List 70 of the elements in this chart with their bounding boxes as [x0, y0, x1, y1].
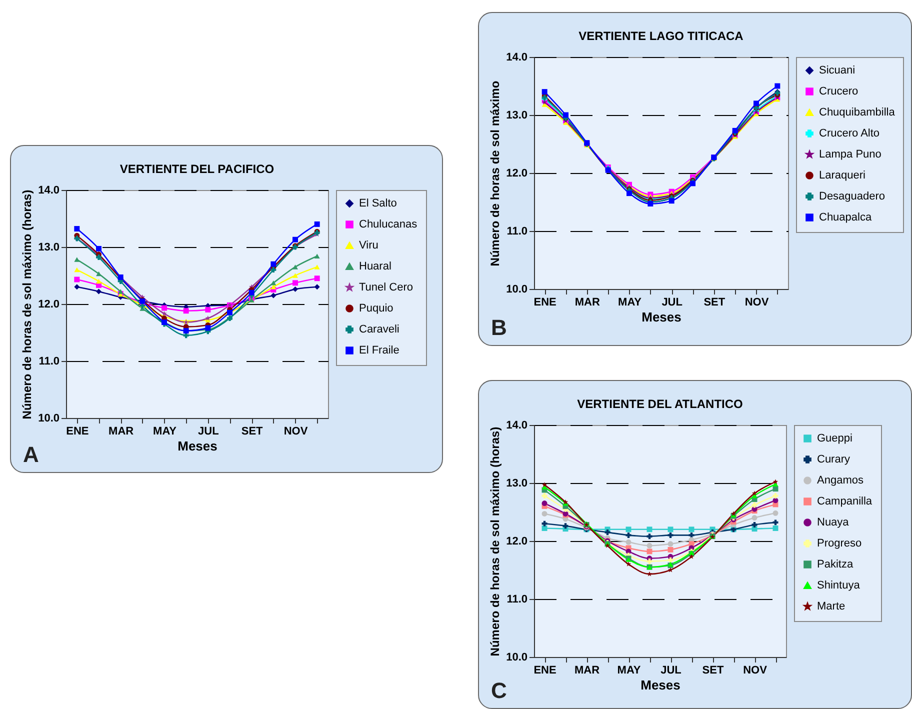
x-tick-label: MAR [574, 664, 600, 676]
y-tick-label: 10.0 [38, 412, 60, 424]
legend-label: Progreso [817, 538, 862, 550]
y-tick-label: 11.0 [38, 356, 60, 368]
legend-label: Viru [359, 240, 378, 252]
legend-label: El Salto [359, 198, 397, 210]
legend-label: Pakitza [817, 558, 854, 570]
text: A [23, 442, 39, 468]
x-tick-label: ENE [534, 296, 556, 308]
text: B [491, 315, 507, 341]
y-tick-label: 14.0 [38, 184, 60, 196]
x-axis-title: Meses [640, 678, 680, 692]
legend-label: Huaral [359, 260, 392, 272]
y-axis-title: Número de horas de sol máximo [488, 80, 502, 266]
x-tick-label: MAY [153, 426, 178, 438]
legend-label: Sicuani [819, 64, 856, 76]
x-tick-label: NOV [743, 664, 768, 676]
legend-label: Shintuya [817, 580, 861, 592]
legend-label: El Fraile [359, 344, 400, 356]
y-tick-label: 11.0 [506, 226, 528, 238]
x-axis-title: Meses [642, 310, 682, 324]
y-tick-label: 10.0 [506, 652, 528, 664]
y-tick-label: 13.0 [506, 478, 528, 490]
x-tick-label: NOV [744, 296, 770, 308]
x-tick-label: ENE [66, 426, 89, 438]
x-tick-label: JUL [660, 664, 682, 676]
x-tick-label: MAR [108, 426, 134, 438]
legend-label: Gueppi [817, 432, 852, 444]
legend-label: Campanilla [817, 496, 873, 508]
y-tick-label: 14.0 [506, 420, 528, 432]
x-tick-label: JUL [662, 296, 683, 308]
x-tick-label: SET [702, 664, 724, 676]
y-tick-label: 12.0 [38, 298, 60, 310]
legend-label: Chuquibambilla [819, 106, 896, 118]
y-tick-label: 10.0 [506, 284, 528, 296]
x-tick-label: NOV [284, 426, 308, 438]
legend-label: Tunel Cero [359, 282, 414, 294]
x-tick-label: MAR [574, 296, 600, 308]
legend-label: Nuaya [817, 516, 850, 528]
legend-label: Chuapalca [819, 212, 872, 224]
x-tick-label: SET [241, 426, 264, 438]
chart-title: VERTIENTE DEL PACIFICO [120, 162, 274, 176]
y-tick-label: 14.0 [506, 52, 528, 64]
y-tick-label: 13.0 [506, 110, 528, 122]
text: C [491, 678, 507, 704]
legend-label: Angamos [817, 474, 864, 486]
chart-title: VERTIENTE LAGO TITICACA [578, 29, 744, 43]
legend-label: Crucero [819, 86, 858, 98]
legend-label: Puquio [359, 302, 394, 314]
x-tick-label: ENE [534, 664, 556, 676]
legend-label: Desaguadero [819, 190, 886, 202]
legend-label: Curary [817, 454, 851, 466]
y-axis-title: Número de horas de sol máximo (horas) [20, 190, 34, 420]
y-tick-label: 13.0 [38, 242, 60, 254]
y-tick-label: 12.0 [506, 536, 528, 548]
legend-label: Laraqueri [819, 170, 866, 182]
legend-label: Chulucanas [359, 218, 418, 230]
x-tick-label: MAY [617, 664, 642, 676]
legend-label: Caraveli [359, 324, 400, 336]
x-tick-label: SET [704, 296, 726, 308]
chart-title: VERTIENTE DEL ATLANTICO [577, 397, 743, 411]
legend-label: Crucero Alto [819, 128, 880, 140]
x-axis-title: Meses [178, 438, 218, 454]
legend-label: Lampa Puno [819, 148, 882, 160]
x-tick-label: MAY [618, 296, 642, 308]
y-tick-label: 12.0 [506, 168, 528, 180]
legend-label: Marte [817, 600, 846, 612]
y-tick-label: 11.0 [506, 594, 528, 606]
y-axis-title: Número de horas de sol máximo (horas) [488, 426, 502, 656]
x-tick-label: JUL [198, 426, 220, 438]
